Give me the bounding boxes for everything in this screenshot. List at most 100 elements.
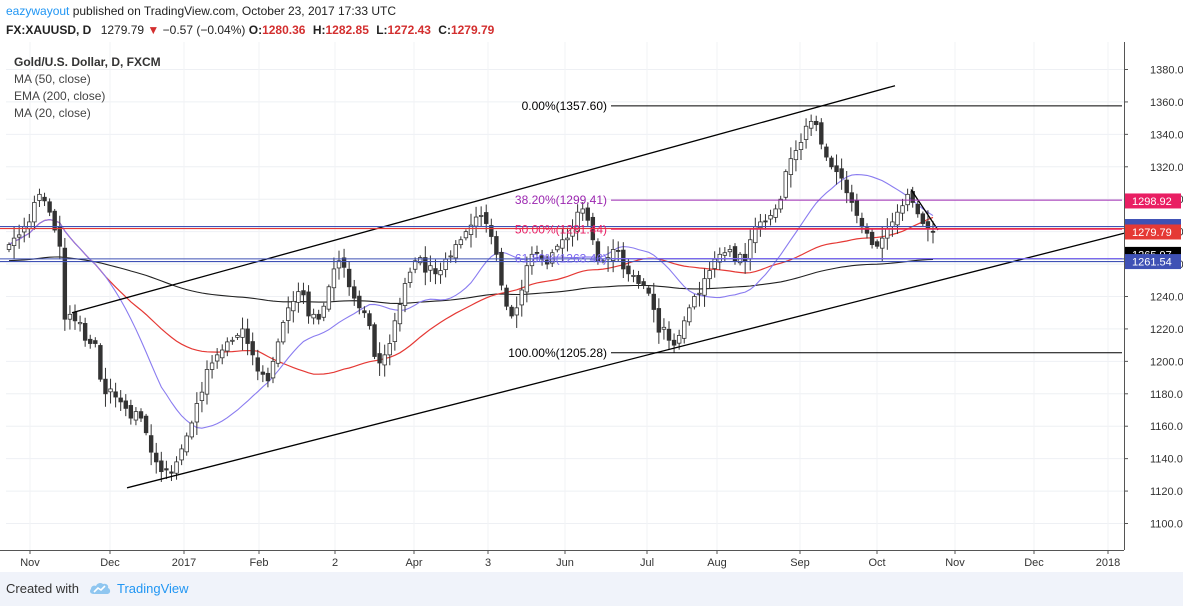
candle-body — [869, 231, 875, 246]
candle — [265, 367, 271, 388]
candle-body — [42, 196, 47, 202]
created-with-text: Created with — [6, 581, 79, 596]
candle — [154, 442, 159, 474]
time-tick-label: Jul — [640, 557, 654, 569]
candle — [336, 250, 342, 280]
candle — [458, 236, 464, 249]
candle — [829, 155, 834, 170]
candle-body — [524, 265, 530, 293]
candle — [864, 223, 870, 239]
candle-body — [732, 246, 738, 262]
candle — [204, 360, 210, 405]
candle-body — [286, 307, 291, 321]
candle — [412, 257, 418, 274]
candle — [555, 243, 560, 253]
price-axis[interactable]: 1100.00 1120.00 1140.00 1160.00 1180.00 1200.… — [1124, 42, 1183, 572]
candle-body — [555, 245, 560, 251]
candle-body — [235, 335, 240, 338]
candle-body — [306, 291, 311, 317]
candle-body — [478, 215, 484, 217]
time-tick-label: 2017 — [172, 557, 196, 569]
price-tag: 1298.92 — [1125, 193, 1181, 209]
candle-body — [758, 221, 763, 229]
candle — [534, 245, 540, 261]
time-tick-label: Aug — [707, 557, 727, 569]
candle-body — [296, 291, 301, 303]
candle-body — [560, 239, 565, 249]
candle-body — [742, 253, 748, 262]
candle-body — [32, 202, 37, 223]
candle-body — [499, 251, 504, 286]
time-tick-label: Sep — [790, 557, 810, 569]
moving-averages — [8, 174, 934, 429]
price-chart[interactable]: 0.00%(1357.60) 38.20%(1299.41) 50.00%(1281… — [0, 42, 1183, 572]
candle-body — [98, 345, 103, 380]
candle-body — [82, 323, 88, 341]
candle-body — [103, 378, 108, 395]
candle-body — [189, 422, 194, 438]
candle-body — [316, 313, 321, 320]
candle-body — [727, 249, 733, 253]
candle — [296, 282, 301, 313]
candle — [407, 267, 413, 288]
candle — [133, 407, 139, 426]
candle-body — [326, 286, 332, 310]
legend-title: Gold/U.S. Dollar, D, FXCM — [14, 55, 161, 69]
candle — [189, 420, 194, 440]
candle — [88, 334, 93, 349]
author-link[interactable]: eazywayout — [6, 4, 70, 18]
candle — [768, 209, 773, 226]
candle — [250, 332, 255, 366]
tradingview-cloud-icon[interactable] — [88, 579, 112, 597]
candle — [438, 262, 443, 284]
candle-body — [925, 221, 931, 229]
price-tick-label: 1380.00 — [1150, 65, 1183, 77]
candle — [164, 460, 169, 480]
candle — [103, 367, 108, 407]
candle-body — [692, 296, 697, 308]
candle-body — [443, 258, 448, 270]
candle — [352, 279, 357, 306]
candle — [311, 308, 316, 325]
grid — [6, 42, 1124, 550]
candle — [184, 432, 189, 456]
candle — [692, 294, 697, 310]
candle-body — [433, 268, 438, 275]
candle-body — [423, 257, 428, 273]
candle-body — [174, 461, 179, 474]
candle-body — [22, 226, 27, 233]
candle — [529, 246, 535, 275]
candle-body — [626, 265, 631, 275]
candle-body — [900, 205, 905, 214]
candle-body — [138, 411, 144, 419]
time-axis[interactable]: Nov Dec 2017 Feb 2 Apr 3 Jun Jul Aug Sep Oct Nov Dec 2… — [0, 550, 1183, 572]
chart-area[interactable]: 0.00%(1357.60) 38.20%(1299.41) 50.00%(1281… — [0, 42, 1183, 572]
candle-body — [890, 221, 895, 227]
candle-body — [47, 201, 52, 213]
candle — [839, 158, 844, 190]
tradingview-link[interactable]: TradingView — [117, 581, 189, 596]
publish-info: eazywayout published on TradingView.com,… — [6, 4, 396, 18]
candle-body — [585, 207, 590, 221]
candle-body — [154, 452, 159, 463]
candle — [885, 218, 890, 250]
fib-level-label: 50.00%(1281.44) — [515, 222, 607, 236]
channel-upper-line — [71, 85, 896, 314]
candle-body — [311, 313, 316, 319]
candle-body — [829, 157, 834, 168]
candle — [753, 217, 758, 254]
candle — [808, 114, 814, 136]
candle — [169, 465, 174, 482]
candle-body — [682, 320, 687, 339]
price-tick-label: 1100.00 — [1150, 519, 1183, 531]
candle-body — [11, 237, 17, 246]
down-arrow-icon: ▼ — [147, 23, 160, 37]
candle-body — [661, 326, 667, 330]
time-tick-label: Dec — [100, 557, 120, 569]
candle-body — [88, 338, 93, 344]
candle-body — [849, 192, 854, 203]
candle-body — [484, 212, 489, 224]
candle — [661, 318, 667, 340]
candle — [930, 221, 936, 244]
candle-body — [291, 300, 296, 312]
